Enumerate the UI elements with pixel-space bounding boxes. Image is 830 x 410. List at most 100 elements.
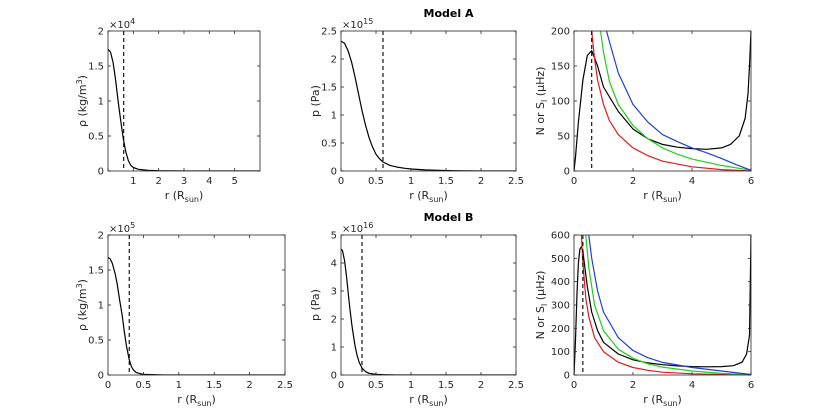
axes-box [107,234,286,376]
chart-5: 0 0.5 1 1.5 2 2.5 0 1 2 3 4 5 ×1016 r (Rsun) p (Pa) Mod… [309,211,524,408]
x-axis-label: r (Rsun) [177,393,216,408]
x-tick-label: 1 [176,380,182,391]
y-tick-label: 2.5 [321,27,337,38]
y-tick-label: 5 [331,231,337,242]
y-tick-label: 2 [98,27,104,38]
series-line-s-l-green [585,235,751,375]
sci-multiplier: ×1016 [342,221,373,235]
x-tick-label: 1.5 [438,380,454,391]
x-axis-label: r (Rsun) [643,393,682,408]
series-line-n [574,235,751,375]
y-tick-label: 2 [98,231,104,242]
x-tick-label: 1 [408,380,414,391]
chart-2: 0 0.5 1 1.5 2 2.5 0 0.5 1 1.5 2 2.5 ×1015 r (Rsun) p (… [309,7,524,204]
sci-multiplier: ×104 [109,17,135,31]
x-tick-label: 6 [748,176,754,187]
y-tick-label: 50 [557,132,570,143]
x-tick-label: 2 [155,176,161,187]
y-tick-label: 1.5 [321,83,337,94]
chart-6: 0 2 4 6 0 100 200 300 400 500 600 r (Rsun) N or Sl (… [534,231,754,409]
y-tick-label: 200 [551,324,570,335]
x-tick-label: 2 [478,380,484,391]
y-tick-label: 4 [331,259,337,270]
x-tick-label: 0 [105,380,111,391]
y-tick-label: 500 [551,254,570,265]
series-line-density [108,256,285,375]
y-tick-label: 0.5 [321,139,337,150]
x-tick-label: 0 [571,380,577,391]
y-tick-label: 2 [331,315,337,326]
axes-box [573,234,752,376]
chart-title: Model B [424,211,474,224]
y-tick-label: 1 [98,97,104,108]
series-line-density [108,48,260,171]
x-tick-label: 0.5 [368,380,384,391]
y-tick-label: 200 [551,27,570,38]
y-tick-label: 600 [551,231,570,242]
y-axis-label: N or Sl (μHz) [534,67,549,136]
sci-multiplier: ×105 [109,221,135,235]
x-axis-label: r (Rsun) [643,189,682,204]
x-tick-label: 2.5 [508,380,524,391]
chart-4: 0 0.5 1 1.5 2 2.5 0 0.5 1 1.5 2 ×105 r (Rsun) ρ (kg/m… [75,221,293,408]
y-tick-label: 0 [331,167,337,178]
y-tick-label: 300 [551,301,570,312]
x-tick-label: 2 [630,176,636,187]
chart-3: 0 2 4 6 0 50 100 150 200 r (Rsun) N or Sl (μHz) [534,27,754,205]
axes-box [340,30,517,172]
x-axis-label: r (Rsun) [409,189,448,204]
y-tick-label: 150 [551,62,570,73]
y-axis-label: p (Pa) [309,289,322,321]
chart-title: Model A [424,7,474,20]
y-tick-label: 100 [551,97,570,108]
x-tick-label: 3 [181,176,187,187]
y-tick-label: 0 [98,371,104,382]
y-tick-label: 3 [331,287,337,298]
x-axis-label: r (Rsun) [165,189,204,204]
x-tick-label: 0.5 [368,176,384,187]
series-line-s-l-red [591,31,751,171]
series-line-pressure [341,40,516,171]
x-tick-label: 2 [478,176,484,187]
chart-1: 1 2 3 4 5 0 0.5 1 1.5 2 ×104 r (Rsun) ρ (kg/m3) [75,17,261,204]
y-tick-label: 400 [551,277,570,288]
y-tick-label: 0.5 [88,132,104,143]
x-tick-label: 4 [689,176,695,187]
y-tick-label: 1.5 [88,266,104,277]
sci-multiplier: ×1015 [342,17,373,31]
x-tick-label: 4 [206,176,212,187]
series-line-pressure [341,248,516,375]
y-tick-label: 0 [331,371,337,382]
series-line-s-l-red [580,235,751,375]
y-axis-label: N or Sl (μHz) [534,271,549,340]
x-tick-label: 2.5 [277,380,293,391]
y-tick-label: 1 [331,111,337,122]
series-line-s-l-blue [588,235,751,375]
x-tick-label: 1 [408,176,414,187]
y-axis-label: ρ (kg/m3) [75,75,89,127]
x-tick-label: 1.5 [206,380,222,391]
y-tick-label: 1.5 [88,62,104,73]
y-tick-label: 0 [564,371,570,382]
x-tick-label: 2 [246,380,252,391]
x-tick-label: 1 [130,176,136,187]
y-tick-label: 2 [331,55,337,66]
y-axis-label: ρ (kg/m3) [75,279,89,331]
x-tick-label: 4 [689,380,695,391]
x-tick-label: 1.5 [438,176,454,187]
x-tick-label: 0 [338,380,344,391]
x-axis-label: r (Rsun) [409,393,448,408]
y-tick-label: 0.5 [88,336,104,347]
y-tick-label: 1 [98,301,104,312]
series-line-s-l-blue [605,31,751,171]
axes-box [340,234,517,376]
x-tick-label: 0 [338,176,344,187]
x-tick-label: 0 [571,176,577,187]
x-tick-label: 2 [630,380,636,391]
x-tick-label: 6 [748,380,754,391]
x-tick-label: 2.5 [508,176,524,187]
series-line-s-l-green [599,31,751,171]
y-tick-label: 1 [331,343,337,354]
axes-box [107,30,261,172]
